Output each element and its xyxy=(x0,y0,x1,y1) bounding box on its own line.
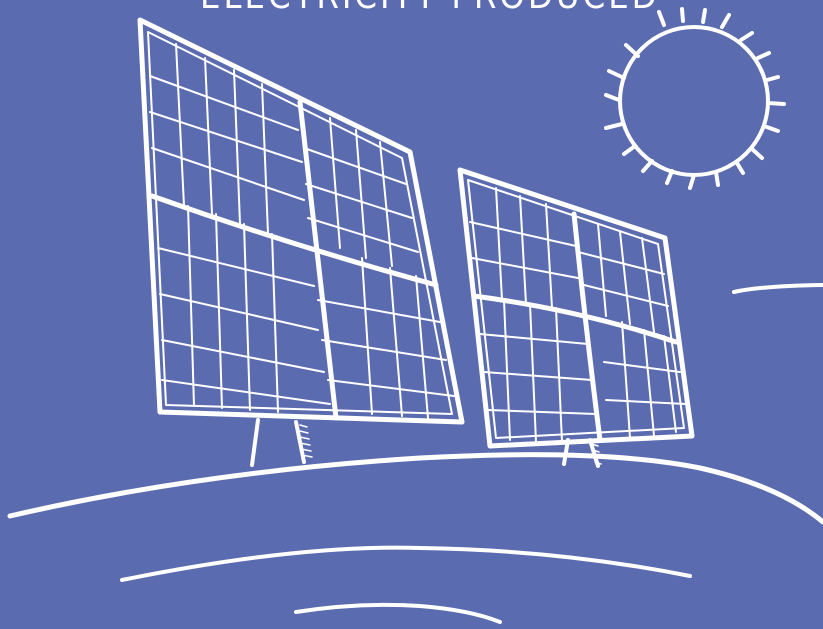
caption-title: ELECTRICITY PRODUCED xyxy=(200,0,657,17)
sun-icon xyxy=(604,7,786,190)
solar-panel-right-icon xyxy=(457,167,695,468)
horizon-stroke xyxy=(732,283,823,294)
solar-panel-left-icon xyxy=(137,17,465,467)
hill-icon xyxy=(7,452,823,624)
